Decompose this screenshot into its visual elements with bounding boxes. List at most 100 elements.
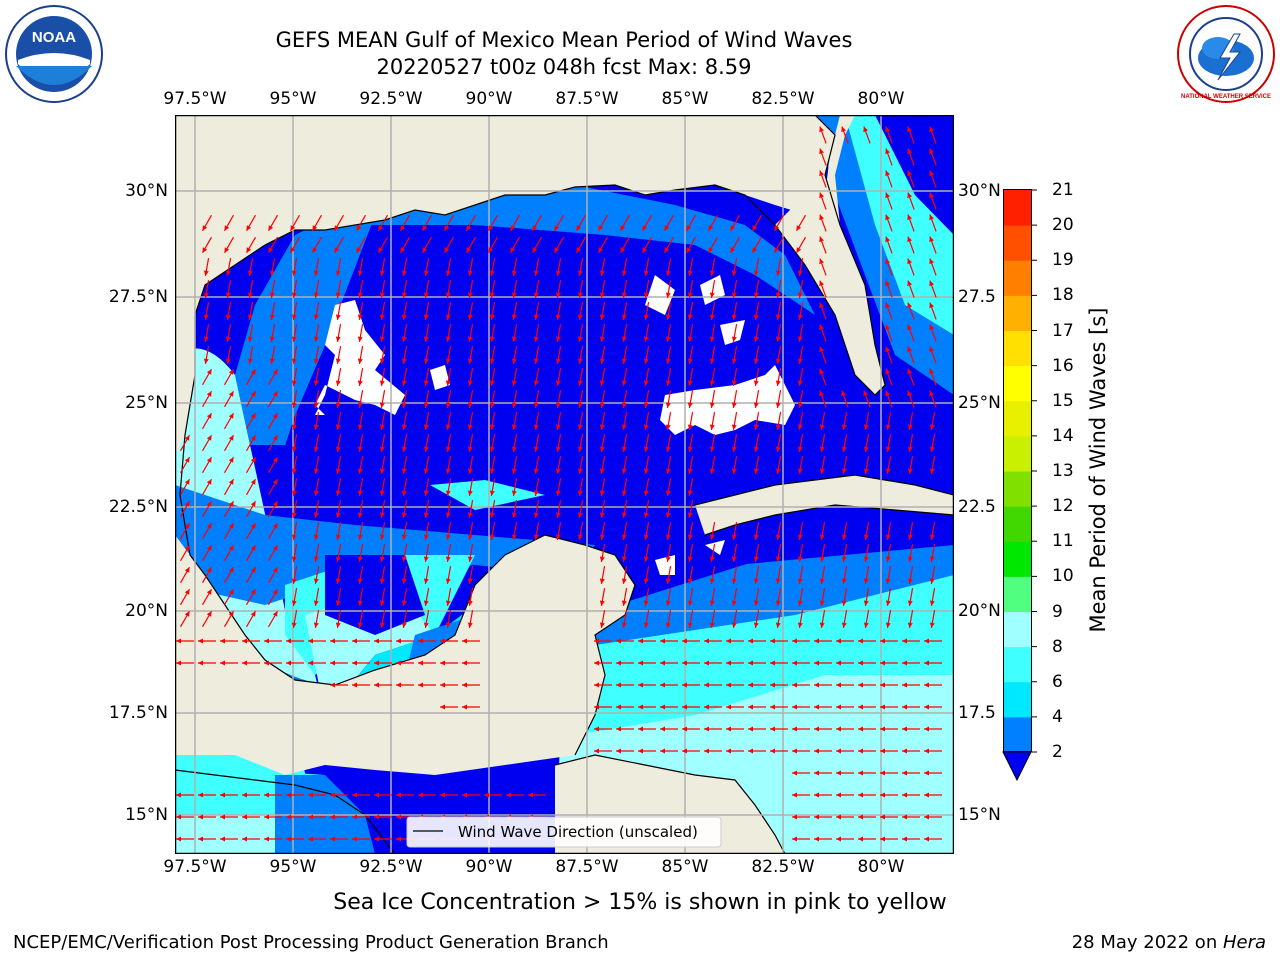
- wave-direction-arrowhead: [731, 358, 737, 364]
- wave-direction-arrowhead: [291, 270, 297, 276]
- wave-direction-arrowhead: [247, 270, 253, 276]
- lon-tick-top: 85°W: [661, 89, 709, 109]
- wave-direction-arrowhead: [264, 814, 269, 820]
- wave-direction-arrowhead: [291, 578, 297, 584]
- wave-direction-arrowhead: [401, 292, 407, 298]
- wave-direction-arrowhead: [467, 402, 473, 408]
- wave-direction-arrowhead: [400, 225, 406, 231]
- wave-direction-arrowhead: [682, 726, 687, 732]
- shelf-tx-2: [235, 210, 375, 445]
- wave-direction-arrowhead: [206, 523, 212, 529]
- wave-direction-arrowhead: [929, 236, 934, 243]
- wave-direction-arrowhead: [440, 638, 445, 644]
- wave-direction-arrowhead: [272, 501, 278, 507]
- wave-direction-arrowhead: [665, 446, 671, 452]
- wave-direction-arrowhead: [184, 567, 190, 573]
- wave-direction-arrowhead: [206, 369, 212, 375]
- wave-direction-arrowhead: [206, 435, 212, 441]
- wave-direction-arrowhead: [753, 578, 759, 584]
- wave-direction-arrowhead: [334, 225, 340, 231]
- wave-direction-arrowhead: [924, 682, 929, 688]
- wave-direction-arrowhead: [907, 302, 912, 309]
- wave-direction-arrowhead: [445, 512, 451, 518]
- wave-direction-arrowhead: [775, 314, 781, 320]
- wave-direction-arrowhead: [401, 270, 407, 276]
- wave-direction-arrowhead: [445, 446, 451, 452]
- wave-direction-arrowhead: [335, 380, 341, 386]
- wave-direction-arrowhead: [836, 814, 841, 820]
- wave-direction-arrowhead: [775, 336, 781, 342]
- wave-direction-arrowhead: [731, 534, 737, 540]
- wave-direction-arrowhead: [638, 638, 643, 644]
- wave-direction-arrowhead: [577, 380, 583, 386]
- wave-direction-arrowhead: [396, 814, 401, 820]
- wave-direction-arrowhead: [620, 225, 626, 231]
- wave-direction-arrowhead: [863, 126, 868, 133]
- wave-direction-arrowhead: [907, 214, 912, 221]
- wave-direction-arrowhead: [489, 358, 495, 364]
- wave-direction-arrowhead: [440, 682, 445, 688]
- wave-direction-arrowhead: [599, 600, 605, 606]
- wave-direction-arrowhead: [533, 402, 539, 408]
- wave-direction-arrowhead: [665, 336, 671, 342]
- wave-direction-arrowhead: [643, 468, 649, 474]
- footer-credit: NCEP/EMC/Verification Post Processing Pr…: [13, 932, 609, 953]
- wave-direction-arrowhead: [489, 402, 495, 408]
- wave-direction-arrowhead: [731, 468, 737, 474]
- wave-direction-arrowhead: [599, 622, 605, 628]
- nws-logo: NATIONAL WEATHER SERVICE: [1177, 5, 1275, 103]
- wave-direction-arrowhead: [599, 270, 605, 276]
- wave-direction-arrowhead: [291, 358, 297, 364]
- wave-direction-arrowhead: [356, 225, 362, 231]
- wave-direction-arrowhead: [228, 413, 234, 419]
- wave-direction-arrowhead: [753, 314, 759, 320]
- wave-direction-arrowhead: [533, 468, 539, 474]
- wave-direction-arrowhead: [357, 600, 363, 606]
- wave-direction-arrowhead: [885, 170, 890, 177]
- wave-direction-arrowhead: [731, 446, 737, 452]
- wave-direction-arrowhead: [555, 358, 561, 364]
- wave-direction-arrowhead: [907, 126, 912, 133]
- wave-direction-arrowhead: [709, 336, 715, 342]
- wave-direction-arrowhead: [819, 192, 824, 199]
- wave-direction-arrowhead: [220, 814, 225, 820]
- wave-direction-arrowhead: [467, 270, 473, 276]
- wave-direction-arrowhead: [819, 280, 824, 287]
- colorbar-cell: [1004, 190, 1031, 226]
- wave-direction-arrowhead: [687, 468, 693, 474]
- wave-direction-arrowhead: [357, 468, 363, 474]
- colorbar-cell: [1004, 400, 1031, 437]
- wave-direction-arrowhead: [709, 314, 715, 320]
- wave-direction-arrowhead: [352, 638, 357, 644]
- colorbar-tick-label: 17: [1052, 320, 1074, 341]
- wave-direction-arrowhead: [858, 660, 863, 666]
- wave-direction-arrowhead: [731, 424, 737, 430]
- footer-host: Hera: [1222, 932, 1266, 953]
- wave-direction-arrowhead: [885, 324, 890, 331]
- wave-direction-arrowhead: [643, 512, 649, 518]
- lat-tick-right: 25°N: [958, 393, 1001, 413]
- wave-direction-arrowhead: [462, 660, 467, 666]
- wave-direction-arrowhead: [664, 225, 670, 231]
- wave-direction-arrowhead: [445, 358, 451, 364]
- wave-direction-arrowhead: [378, 225, 384, 231]
- wave-direction-arrowhead: [665, 468, 671, 474]
- wave-direction-arrowhead: [621, 424, 627, 430]
- wave-direction-arrowhead: [907, 236, 912, 243]
- wave-direction-arrowhead: [752, 247, 758, 253]
- wave-direction-arrowhead: [269, 358, 275, 364]
- wave-direction-arrowhead: [335, 402, 341, 408]
- wave-direction-arrowhead: [555, 468, 561, 474]
- wave-direction-arrowhead: [228, 435, 234, 441]
- wave-direction-arrowhead: [885, 468, 891, 474]
- wave-direction-arrowhead: [577, 314, 583, 320]
- wave-direction-arrowhead: [510, 225, 516, 231]
- wave-direction-arrowhead: [687, 270, 693, 276]
- wave-direction-arrowhead: [643, 556, 649, 562]
- wave-direction-arrowhead: [269, 292, 275, 298]
- wave-direction-arrowhead: [374, 792, 379, 798]
- wave-direction-arrowhead: [880, 792, 885, 798]
- wave-direction-arrowhead: [379, 314, 385, 320]
- wave-direction-arrowhead: [555, 402, 561, 408]
- wave-direction-arrowhead: [797, 358, 803, 364]
